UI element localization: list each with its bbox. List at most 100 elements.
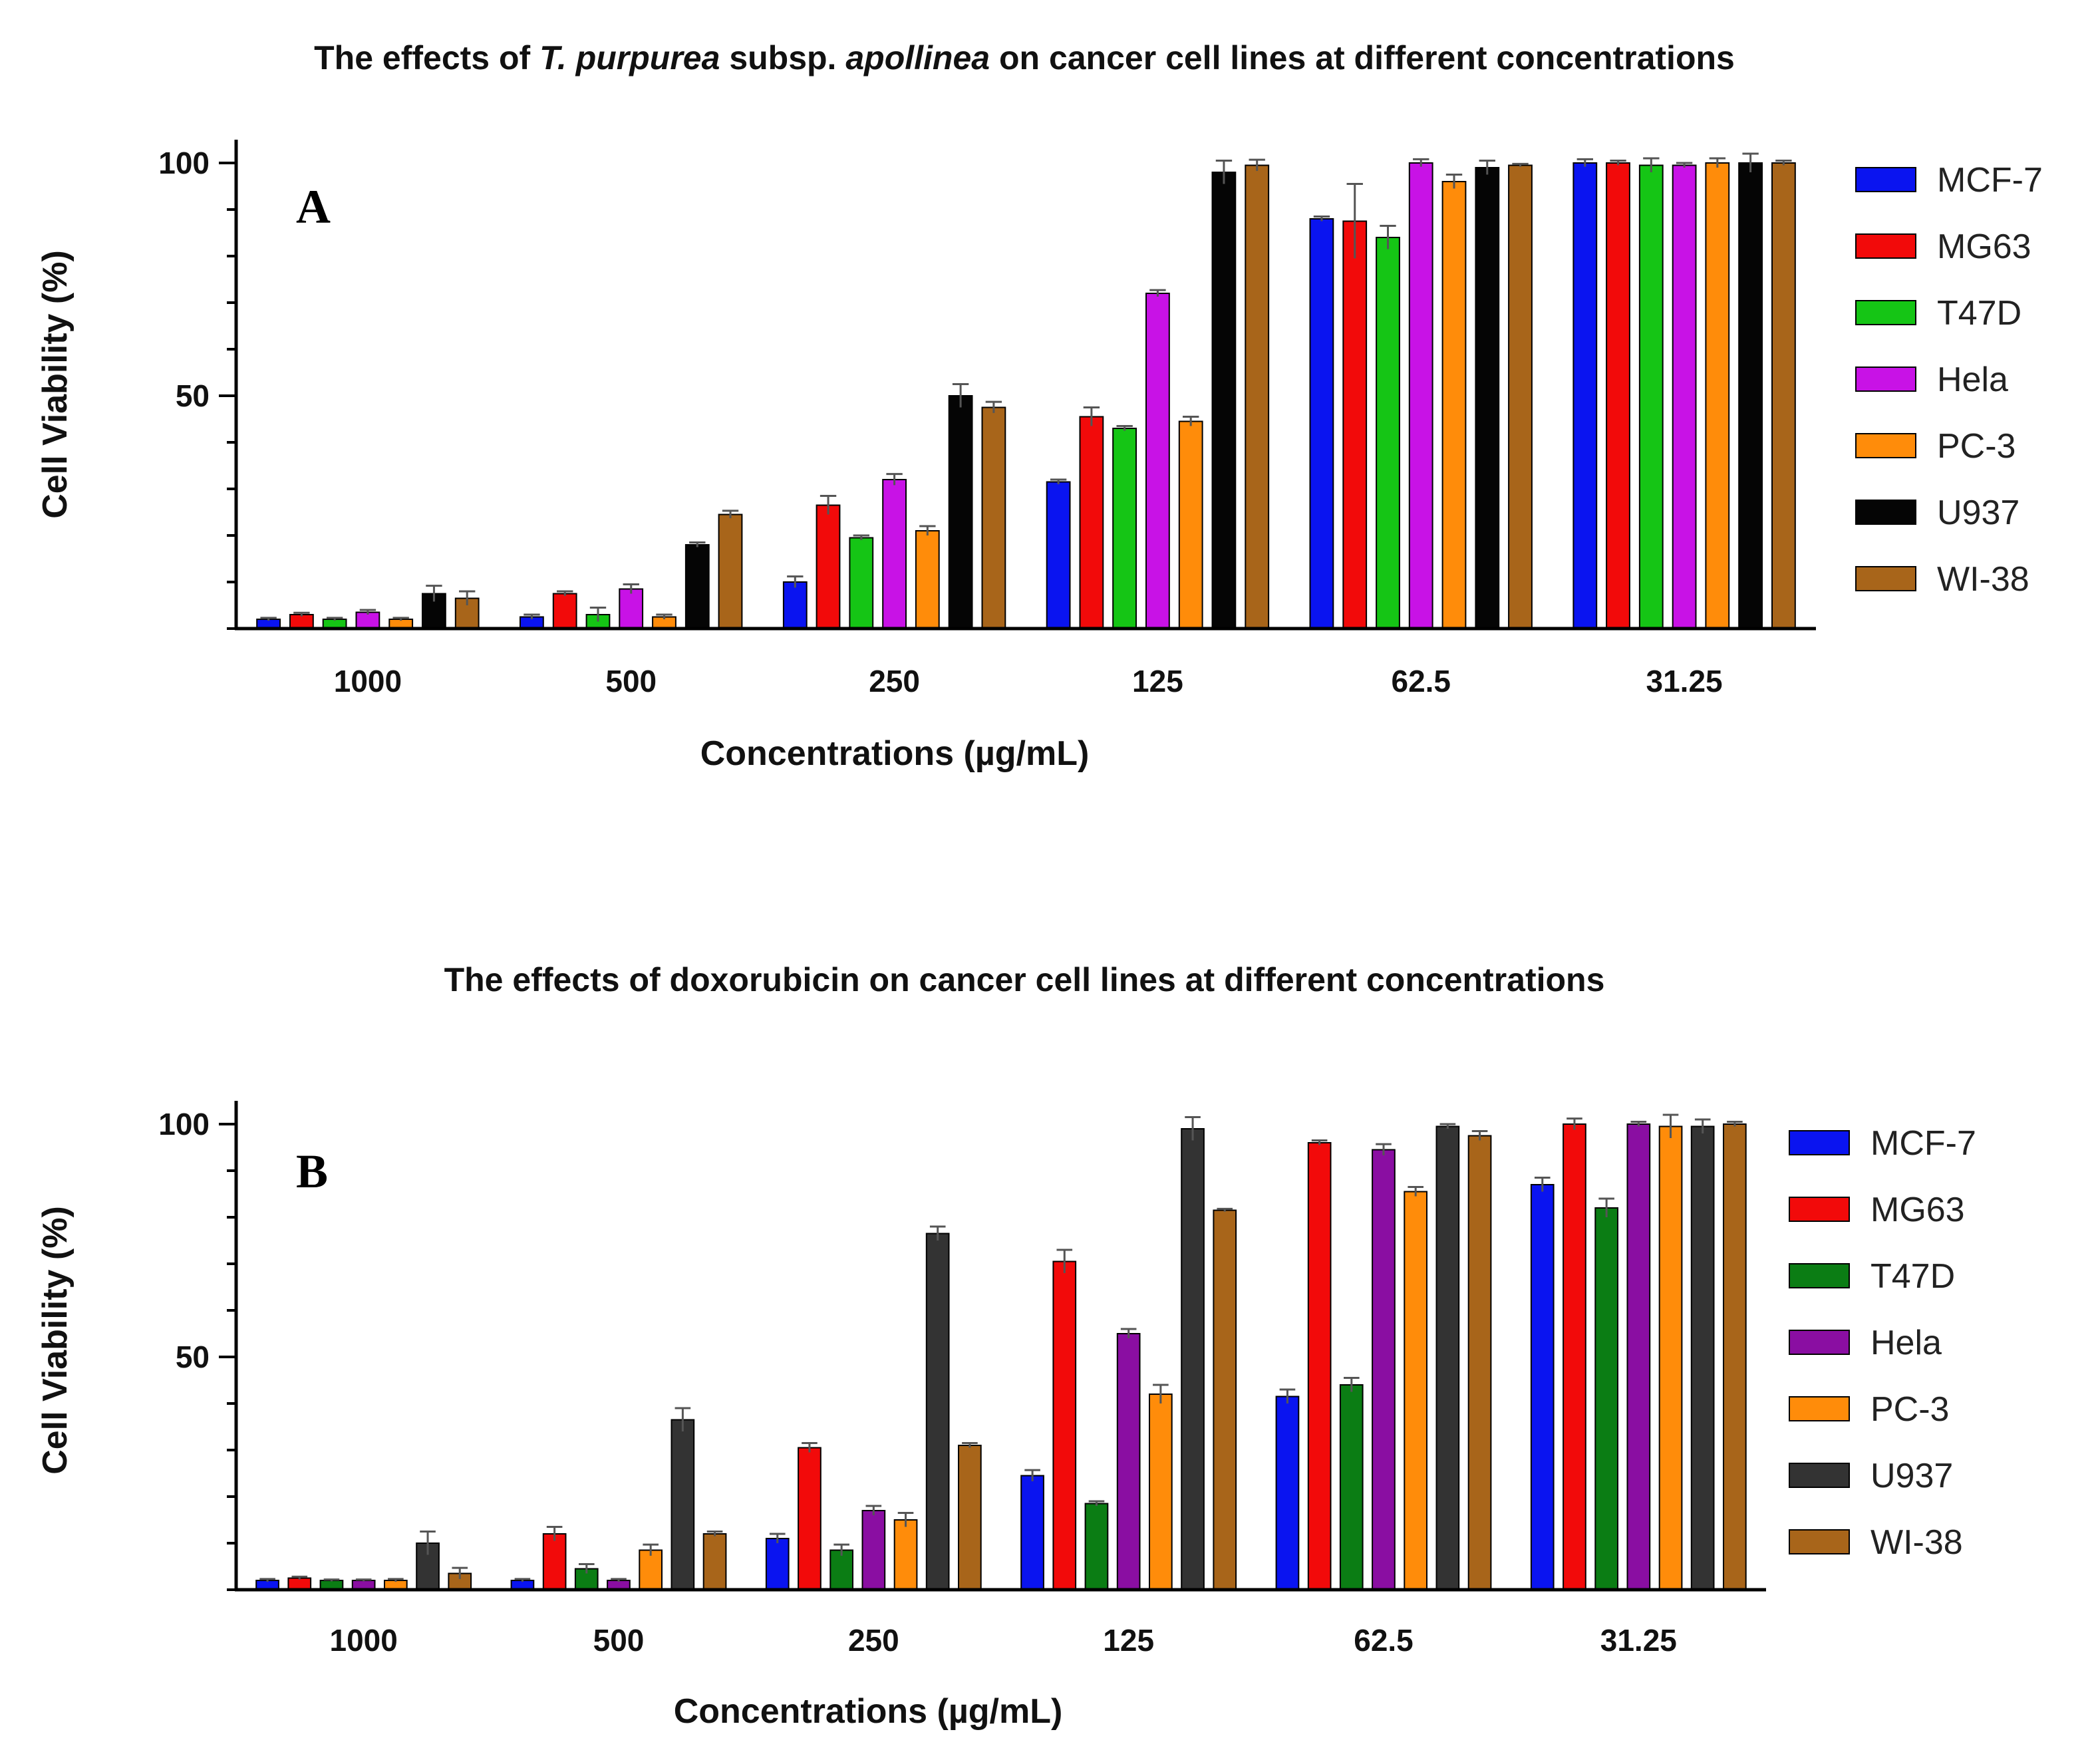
legend-item-wi-38: WI-38 [1855, 560, 2029, 599]
bar-mg63-1000 [287, 1577, 312, 1590]
bar-u937-250 [925, 1233, 950, 1590]
legend-item-mg63: MG63 [1855, 227, 2031, 266]
bar-pc-3-62.5 [1441, 181, 1467, 629]
bar-t47d-250 [829, 1549, 854, 1590]
bar-mg63-31.25 [1563, 1123, 1586, 1590]
chart-a-title: The effects of T. purpurea subsp. apolli… [314, 39, 1735, 76]
bar-mcf-7-250 [765, 1538, 790, 1590]
legend-swatch [1855, 300, 1916, 325]
bar-wi-38-31.25 [1723, 1123, 1747, 1590]
legend-item-hela: Hela [1789, 1324, 1942, 1362]
chart-a-title-part: subsp. [720, 39, 845, 76]
legend-label: Hela [1870, 1324, 1942, 1362]
legend-swatch [1855, 167, 1916, 192]
legend-swatch [1789, 1396, 1850, 1421]
bar-mg63-125 [1052, 1260, 1077, 1590]
legend-label: PC-3 [1870, 1390, 1949, 1429]
legend-swatch [1855, 433, 1916, 458]
bar-hela-1000 [355, 611, 380, 629]
y-tick-label: 100 [158, 1107, 210, 1141]
bar-u937-62.5 [1435, 1125, 1460, 1590]
bar-u937-125 [1211, 172, 1237, 629]
legend-label: T47D [1937, 294, 2021, 333]
y-tick-label: 50 [176, 1340, 210, 1374]
legend-label: WI-38 [1937, 560, 2029, 599]
chart-a-xlabel: Concentrations (µg/mL) [700, 734, 1090, 773]
bar-hela-62.5 [1372, 1149, 1396, 1590]
chart-b-ylabel: Cell Viability (%) [36, 1206, 75, 1475]
bar-mcf-7-125 [1046, 481, 1071, 629]
legend-swatch [1789, 1529, 1850, 1554]
bar-u937-500 [684, 544, 710, 629]
bar-hela-500 [619, 588, 644, 629]
legend-label: MCF-7 [1937, 161, 2043, 200]
bar-wi-38-125 [1213, 1209, 1237, 1590]
bar-wi-38-62.5 [1508, 164, 1533, 629]
bar-mcf-7-31.25 [1572, 162, 1598, 629]
y-tick-label: 100 [158, 146, 210, 180]
legend-item-mcf-7: MCF-7 [1855, 161, 2043, 200]
legend-swatch [1855, 233, 1916, 259]
legend-label: T47D [1870, 1257, 1955, 1296]
chart-b-panel-label: B [296, 1145, 328, 1198]
chart-a-title-part: The effects of [314, 39, 539, 76]
bar-wi-38-500 [702, 1533, 727, 1590]
bar-u937-62.5 [1475, 167, 1500, 629]
legend-label: U937 [1937, 494, 2019, 532]
bar-mg63-62.5 [1307, 1142, 1332, 1590]
x-tick-label: 1000 [334, 664, 402, 698]
bar-t47d-62.5 [1376, 237, 1400, 629]
bar-u937-125 [1181, 1128, 1205, 1590]
bar-wi-38-250 [981, 406, 1006, 629]
legend-label: MCF-7 [1870, 1124, 1976, 1163]
x-tick-label: 62.5 [1391, 664, 1451, 698]
bar-pc-3-125 [1178, 420, 1203, 629]
y-tick-label: 50 [176, 378, 210, 413]
chart-a-legend: MCF-7 MG63 T47D Hela PC-3 U937 WI-38 [1855, 161, 2043, 599]
bar-t47d-62.5 [1339, 1384, 1364, 1590]
legend-item-pc-3: PC-3 [1855, 427, 2016, 466]
chart-a-panel-label: A [296, 180, 331, 233]
legend-swatch [1855, 566, 1916, 591]
bar-mg63-500 [552, 593, 577, 629]
bar-wi-38-62.5 [1467, 1135, 1492, 1590]
legend-swatch [1789, 1197, 1850, 1222]
legend-label: WI-38 [1870, 1523, 1963, 1562]
chart-a-plot: 50 100 1000 500 250 125 62.5 31.25 [158, 140, 1816, 698]
bar-pc-3-250 [893, 1519, 918, 1590]
bar-hela-31.25 [1626, 1123, 1651, 1590]
bar-t47d-31.25 [1594, 1207, 1619, 1590]
x-tick-label: 250 [848, 1623, 899, 1658]
bar-mcf-7-62.5 [1275, 1396, 1300, 1590]
chart-b: The effects of doxorubicin on cancer cel… [36, 961, 1976, 1731]
bar-t47d-125 [1112, 428, 1137, 629]
bar-pc-3-31.25 [1705, 162, 1730, 629]
legend-label: Hela [1937, 361, 2008, 399]
bar-mg63-62.5 [1342, 220, 1368, 629]
bar-pc-3-31.25 [1658, 1125, 1683, 1590]
x-tick-label: 31.25 [1646, 664, 1723, 698]
bar-pc-3-500 [639, 1549, 663, 1590]
x-tick-label: 31.25 [1600, 1623, 1677, 1658]
bar-mcf-7-62.5 [1309, 218, 1334, 629]
legend-swatch [1855, 500, 1916, 525]
bar-mcf-7-31.25 [1530, 1184, 1555, 1590]
legend-item-wi-38: WI-38 [1789, 1523, 1963, 1562]
legend-item-u937: U937 [1855, 494, 2019, 532]
bar-wi-38-31.25 [1771, 162, 1796, 629]
x-tick-label: 500 [593, 1623, 645, 1658]
legend-item-mcf-7: MCF-7 [1789, 1124, 1976, 1163]
bar-t47d-250 [849, 537, 874, 629]
legend-swatch [1789, 1130, 1850, 1155]
chart-b-xlabel: Concentrations (µg/mL) [674, 1692, 1063, 1731]
bar-wi-38-125 [1245, 164, 1270, 629]
legend-label: U937 [1870, 1457, 1953, 1495]
legend-swatch [1789, 1463, 1850, 1488]
chart-a-title-part: on cancer cell lines at different concen… [990, 39, 1735, 76]
x-tick-label: 250 [869, 664, 920, 698]
x-tick-label: 1000 [329, 1623, 397, 1658]
legend-item-t47d: T47D [1855, 294, 2021, 333]
chart-a: The effects of T. purpurea subsp. apolli… [36, 39, 2043, 773]
chart-a-title-part: T. purpurea [539, 39, 720, 76]
